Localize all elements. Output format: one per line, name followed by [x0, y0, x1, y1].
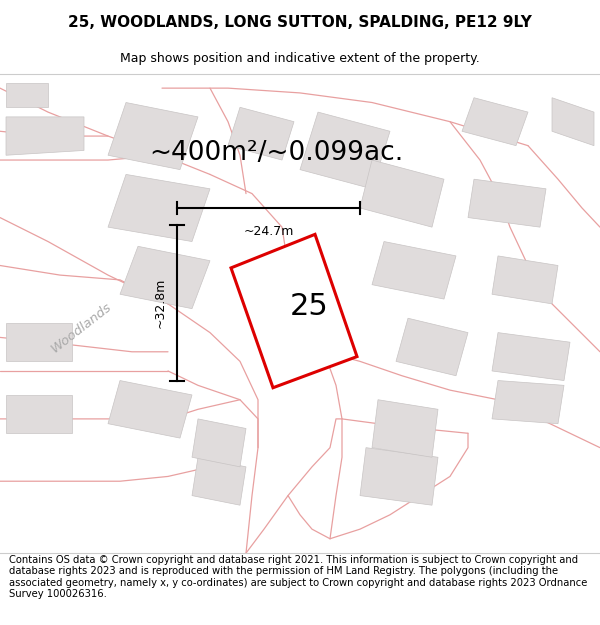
Polygon shape [6, 83, 48, 107]
Text: 25: 25 [290, 292, 328, 321]
Polygon shape [231, 234, 357, 388]
Polygon shape [228, 107, 294, 160]
Polygon shape [360, 160, 444, 227]
Text: ~24.7m: ~24.7m [244, 226, 293, 239]
Polygon shape [108, 174, 210, 241]
Polygon shape [492, 332, 570, 381]
Text: Woodlands: Woodlands [48, 300, 114, 356]
Polygon shape [372, 400, 438, 458]
Text: Map shows position and indicative extent of the property.: Map shows position and indicative extent… [120, 52, 480, 64]
Polygon shape [300, 112, 390, 189]
Text: ~32.8m: ~32.8m [154, 278, 167, 328]
Text: 25, WOODLANDS, LONG SUTTON, SPALDING, PE12 9LY: 25, WOODLANDS, LONG SUTTON, SPALDING, PE… [68, 15, 532, 30]
Polygon shape [492, 256, 558, 304]
Polygon shape [192, 458, 246, 505]
Polygon shape [462, 98, 528, 146]
Polygon shape [372, 241, 456, 299]
Polygon shape [120, 246, 210, 309]
Polygon shape [468, 179, 546, 227]
Polygon shape [6, 117, 84, 155]
Polygon shape [108, 102, 198, 169]
Polygon shape [552, 98, 594, 146]
Polygon shape [360, 448, 438, 505]
Polygon shape [6, 323, 72, 361]
Polygon shape [396, 318, 468, 376]
Polygon shape [6, 395, 72, 433]
Polygon shape [192, 419, 246, 467]
Polygon shape [108, 381, 192, 438]
Text: Contains OS data © Crown copyright and database right 2021. This information is : Contains OS data © Crown copyright and d… [9, 554, 587, 599]
Text: ~400m²/~0.099ac.: ~400m²/~0.099ac. [149, 140, 403, 166]
Polygon shape [492, 381, 564, 424]
